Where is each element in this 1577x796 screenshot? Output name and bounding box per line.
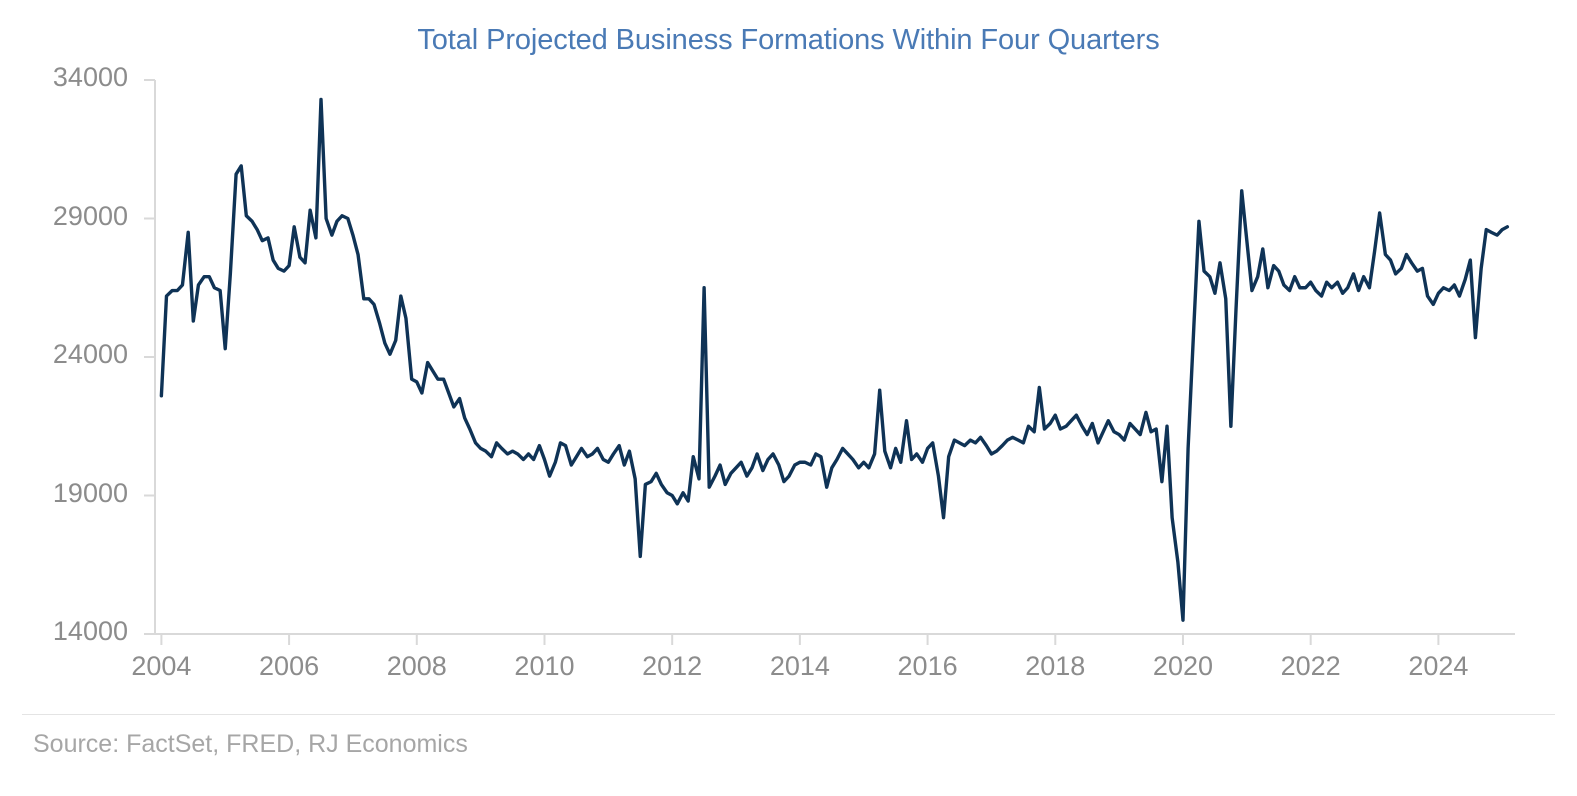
y-axis-tick-label: 34000 xyxy=(52,62,128,92)
x-axis-tick-label: 2014 xyxy=(769,651,830,681)
x-axis-tick-label: 2018 xyxy=(1025,651,1086,681)
x-axis-tick-label: 2004 xyxy=(131,651,192,681)
data-series-line xyxy=(159,97,1510,622)
x-axis-tick-label: 2016 xyxy=(897,651,958,681)
x-axis-tick-label: 2006 xyxy=(259,651,320,681)
y-axis-tick-label: 29000 xyxy=(52,200,128,231)
source-note: Source: FactSet, FRED, RJ Economics xyxy=(33,730,468,758)
chart-title: Total Projected Business Formations With… xyxy=(417,24,1160,56)
x-axis-tick-label: 2010 xyxy=(514,651,575,681)
x-axis-tick-label: 2008 xyxy=(386,651,447,681)
y-axis-tick-label: 24000 xyxy=(52,339,128,369)
x-axis-ticks xyxy=(160,634,1440,645)
chart-axes xyxy=(144,79,1515,645)
x-axis-tick-label: 2022 xyxy=(1280,651,1341,681)
y-axis-ticks xyxy=(144,79,155,635)
x-axis-tick-label: 2024 xyxy=(1408,651,1469,681)
y-axis-tick-label: 19000 xyxy=(52,477,128,508)
source-divider xyxy=(22,714,1555,715)
x-axis-tick-label: 2012 xyxy=(642,651,703,681)
y-axis-tick-label: 14000 xyxy=(52,616,128,646)
data-series-group xyxy=(159,97,1510,622)
x-axis-tick-label: 2020 xyxy=(1152,651,1213,681)
